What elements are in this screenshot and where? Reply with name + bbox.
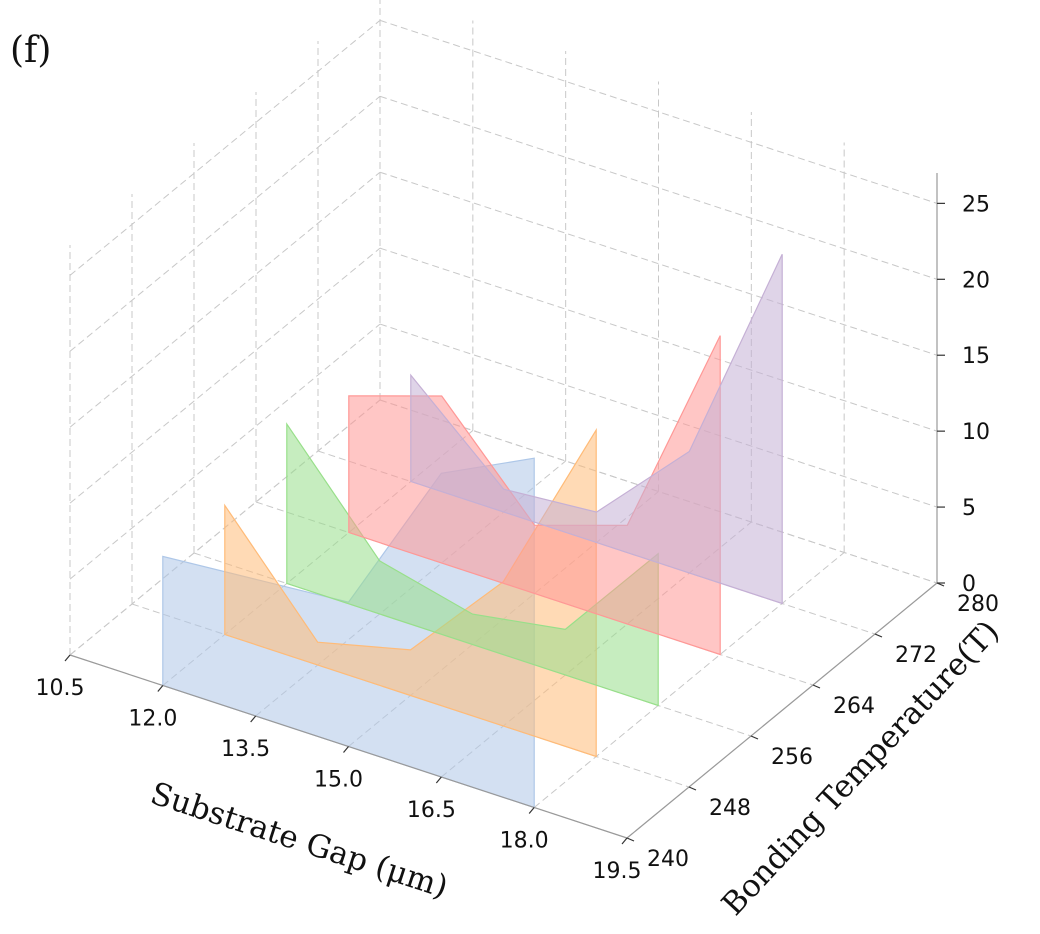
backwall-gridline-z [379, 323, 938, 508]
x-tick-mark [528, 807, 535, 814]
z-tick-label: 15 [962, 344, 990, 369]
x-tick-label: 13.5 [221, 737, 270, 762]
series-area-272 [410, 253, 783, 605]
x-tick-label: 18.0 [500, 829, 549, 854]
y-tick-mark [812, 684, 821, 689]
z-tick-label: 5 [962, 496, 976, 521]
sidewall-gridline-z [69, 171, 381, 428]
z-tick-label: 0 [962, 572, 976, 597]
sidewall-gridline-z [69, 323, 381, 580]
y-tick-mark [688, 786, 697, 791]
backwall-gridline-z [379, 171, 938, 356]
y-tick-label: 248 [709, 796, 751, 821]
z-tick-label: 20 [962, 268, 990, 293]
y-tick-label: 272 [895, 643, 937, 668]
y-tick-label: 240 [647, 847, 689, 872]
y-tick-label: 256 [771, 745, 813, 770]
x-tick-mark [343, 746, 349, 753]
y-tick-mark [750, 735, 759, 740]
chart-series [162, 253, 783, 809]
backwall-gridline-z [379, 247, 938, 432]
z-tick-label: 10 [962, 420, 990, 445]
x-tick-label: 12.0 [128, 707, 177, 732]
x-tick-label: 16.5 [407, 798, 456, 823]
y-tick-mark [626, 837, 635, 842]
x-tick-mark [621, 837, 628, 845]
sidewall-gridline-z [69, 95, 381, 352]
x-tick-label: 19.5 [593, 859, 642, 884]
backwall-gridline-z [379, 19, 938, 204]
x-tick-mark [157, 685, 164, 692]
x-tick-label: 15.0 [314, 768, 363, 793]
x-axis-title: Substrate Gap (μm) [146, 775, 452, 905]
x-tick-mark [435, 776, 442, 784]
floor-gridline-x [533, 552, 845, 808]
y-tick-label: 280 [957, 592, 999, 617]
y-tick-mark [874, 633, 883, 638]
backwall-gridline-z [379, 95, 938, 280]
series-area-256 [286, 422, 659, 707]
backwall-gridline-z [379, 399, 938, 584]
y-axis-title: Bonding Temperature(T) [715, 614, 1006, 923]
x-tick-mark [64, 654, 71, 662]
sidewall-gridline-z [69, 19, 381, 276]
sidewall-gridline-z [69, 247, 381, 504]
panel-label: (f) [10, 30, 51, 71]
x-tick-mark [250, 715, 257, 723]
z-tick-label: 25 [962, 192, 990, 217]
x-tick-label: 10.5 [36, 676, 85, 701]
y-axis-line [626, 582, 938, 839]
y-tick-label: 264 [833, 694, 875, 719]
